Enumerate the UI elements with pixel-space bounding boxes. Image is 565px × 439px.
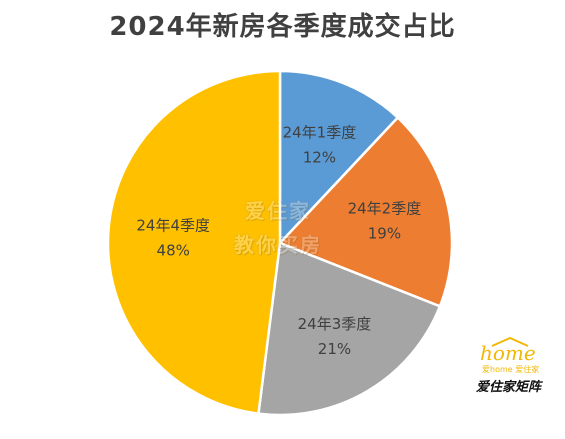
logo-wordmark: home xyxy=(480,341,536,365)
slice-percent-2: 19% xyxy=(368,225,401,243)
slice-label-4: 24年4季度 xyxy=(136,216,210,234)
slice-label-1: 24年1季度 xyxy=(283,124,357,142)
watermark-logo: 爱住家 教你买房 xyxy=(228,194,328,280)
pie-slices xyxy=(106,69,454,417)
pie-slice-4 xyxy=(106,69,282,416)
logo-subtitle: 爱home 爱住家 xyxy=(482,365,540,374)
brand-logo: home 爱home 爱住家 爱住家矩阵 xyxy=(470,337,550,407)
slice-percent-3: 21% xyxy=(318,340,351,358)
watermark-line-2: 教你买房 xyxy=(234,233,322,257)
pie-slice-1 xyxy=(278,69,400,247)
slice-label-2: 24年2季度 xyxy=(348,200,422,218)
slice-percent-1: 12% xyxy=(303,149,336,167)
watermark-line-1: 爱住家 xyxy=(245,199,311,223)
logo-signature: 爱住家矩阵 xyxy=(476,380,542,395)
slice-percent-4: 48% xyxy=(157,241,190,259)
chart-title: 2024年新房各季度成交占比 xyxy=(109,12,456,42)
pie-slice-3 xyxy=(257,241,442,417)
pie-labels: 24年1季度 12% 24年2季度 19% 24年3季度 21% 24年4季度 48% xyxy=(136,124,421,359)
house-roof-icon xyxy=(491,337,529,347)
slice-label-3: 24年3季度 xyxy=(298,315,372,333)
